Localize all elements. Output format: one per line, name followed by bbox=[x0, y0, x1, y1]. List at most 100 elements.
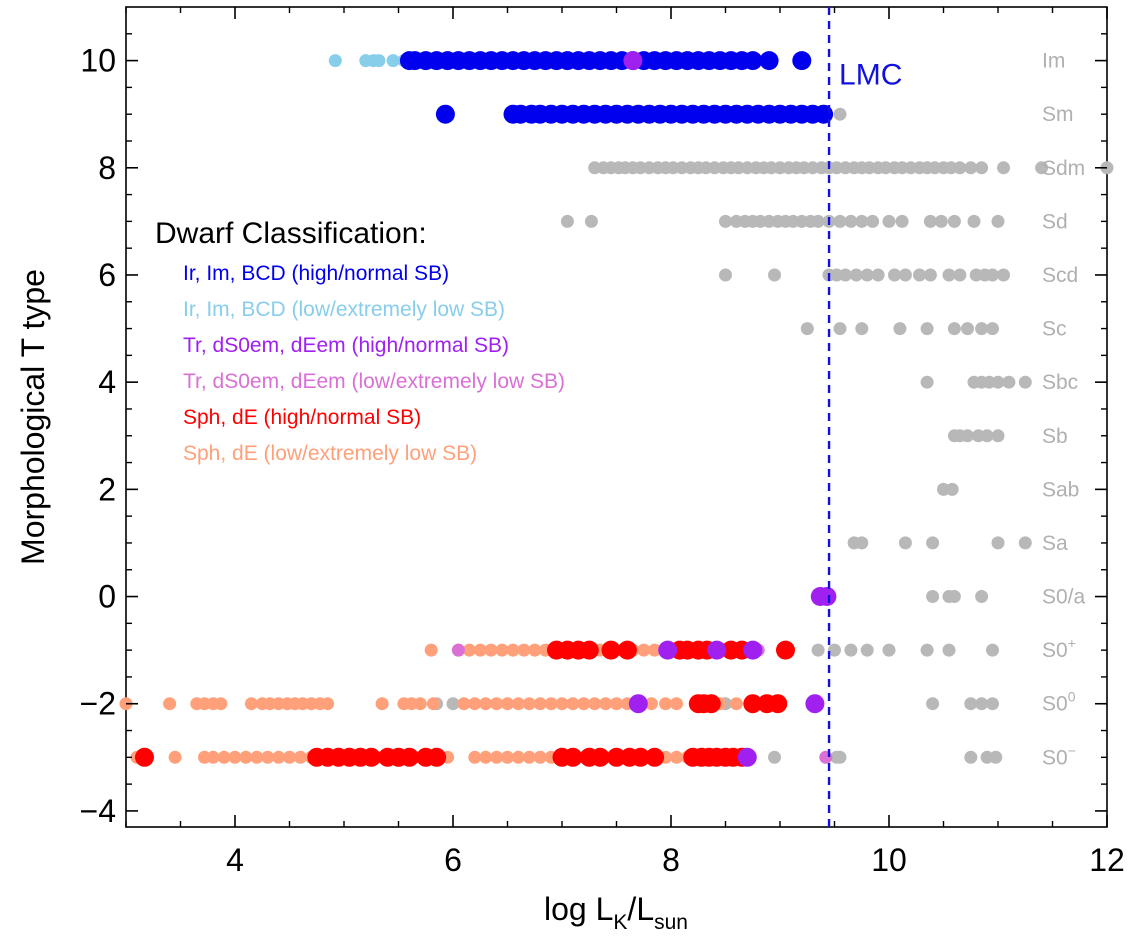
data-point bbox=[533, 750, 547, 764]
x-tick-label: 12 bbox=[1089, 842, 1125, 878]
data-point bbox=[991, 375, 1005, 389]
data-point bbox=[479, 750, 493, 764]
data-point bbox=[792, 51, 812, 71]
data-point bbox=[293, 750, 307, 764]
data-point bbox=[261, 750, 275, 764]
data-point bbox=[855, 214, 869, 228]
data-point bbox=[991, 214, 1005, 228]
type-label: Scd bbox=[1042, 264, 1078, 287]
y-tick-label: 8 bbox=[98, 150, 116, 186]
data-point bbox=[168, 750, 182, 764]
data-point bbox=[637, 643, 651, 657]
data-point bbox=[991, 536, 1005, 550]
legend-entry: Tr, dS0em, dEem (low/extremely low SB) bbox=[183, 370, 565, 393]
data-point bbox=[953, 161, 967, 175]
x-tick-label: 6 bbox=[444, 842, 462, 878]
legend-entry: Tr, dS0em, dEem (high/normal SB) bbox=[183, 334, 509, 357]
data-point bbox=[473, 643, 487, 657]
data-point bbox=[920, 322, 934, 336]
data-point bbox=[707, 640, 727, 660]
data-point bbox=[206, 750, 220, 764]
type-label: Sm bbox=[1042, 103, 1074, 126]
data-point bbox=[599, 697, 613, 711]
data-point bbox=[860, 643, 874, 657]
type-label: Im bbox=[1042, 50, 1065, 73]
type-label: S0/a bbox=[1042, 586, 1086, 609]
x-tick-label: 10 bbox=[871, 842, 907, 878]
data-point bbox=[701, 694, 721, 714]
data-point bbox=[737, 747, 757, 767]
y-tick-label: 10 bbox=[80, 43, 116, 79]
data-point bbox=[768, 268, 781, 282]
data-point bbox=[272, 750, 286, 764]
y-tick-label: 0 bbox=[98, 579, 116, 615]
data-point bbox=[566, 697, 580, 711]
legend-items: Ir, Im, BCD (high/normal SB) Ir, Im, BCD … bbox=[183, 262, 565, 465]
data-point bbox=[986, 322, 999, 336]
data-point bbox=[934, 214, 948, 228]
type-label: S0+ bbox=[1042, 635, 1076, 662]
reference-line-group: LMC bbox=[827, 7, 902, 827]
lmc-label: LMC bbox=[839, 59, 902, 92]
data-point bbox=[986, 643, 999, 657]
data-point bbox=[830, 750, 844, 764]
data-point bbox=[645, 747, 665, 767]
data-point bbox=[533, 697, 547, 711]
data-point bbox=[511, 750, 525, 764]
data-point bbox=[457, 697, 471, 711]
data-point bbox=[501, 750, 514, 764]
data-point bbox=[484, 643, 498, 657]
data-point bbox=[997, 161, 1010, 175]
data-point bbox=[860, 268, 874, 282]
legend-entry: Ir, Im, BCD (high/normal SB) bbox=[183, 262, 449, 285]
data-point bbox=[855, 536, 869, 550]
data-point bbox=[828, 643, 841, 657]
data-point bbox=[427, 747, 447, 767]
data-point bbox=[768, 694, 788, 714]
data-point bbox=[926, 590, 940, 603]
data-point bbox=[980, 429, 994, 443]
data-point bbox=[947, 214, 961, 228]
data-point bbox=[446, 697, 460, 711]
axes: 4 6 8 10 12 −4 −2 0 2 4 6 8 10 bbox=[80, 7, 1125, 878]
data-point bbox=[926, 697, 940, 711]
data-point bbox=[228, 750, 242, 764]
type-label: Sab bbox=[1042, 478, 1079, 501]
data-point bbox=[386, 54, 400, 68]
data-point bbox=[975, 322, 989, 336]
y-tick-label: −4 bbox=[80, 793, 116, 829]
data-point bbox=[844, 643, 858, 657]
data-point bbox=[811, 643, 825, 657]
data-point bbox=[435, 104, 455, 124]
data-point bbox=[135, 747, 154, 767]
data-point bbox=[923, 214, 937, 228]
data-point bbox=[577, 697, 591, 711]
data-point bbox=[923, 268, 937, 282]
data-point bbox=[964, 750, 978, 764]
data-point bbox=[628, 694, 648, 714]
data-point bbox=[544, 697, 558, 711]
data-point bbox=[479, 697, 493, 711]
data-point bbox=[659, 697, 673, 711]
data-point bbox=[644, 697, 658, 711]
data-point bbox=[888, 268, 901, 282]
data-point bbox=[670, 697, 683, 711]
data-point bbox=[893, 322, 907, 336]
data-point bbox=[328, 54, 342, 68]
data-point bbox=[953, 268, 967, 282]
data-point bbox=[800, 322, 814, 336]
legend-title: Dwarf Classification: bbox=[155, 217, 427, 250]
data-point bbox=[743, 640, 763, 660]
data-point bbox=[399, 747, 419, 767]
data-point bbox=[920, 643, 934, 657]
data-point bbox=[490, 750, 504, 764]
x-tick-label: 8 bbox=[662, 842, 680, 878]
data-point bbox=[961, 322, 974, 336]
data-point bbox=[214, 697, 228, 711]
data-point bbox=[217, 750, 231, 764]
data-point bbox=[522, 750, 536, 764]
data-point bbox=[607, 747, 626, 767]
type-label: Sa bbox=[1042, 532, 1068, 555]
data-point bbox=[623, 51, 643, 71]
